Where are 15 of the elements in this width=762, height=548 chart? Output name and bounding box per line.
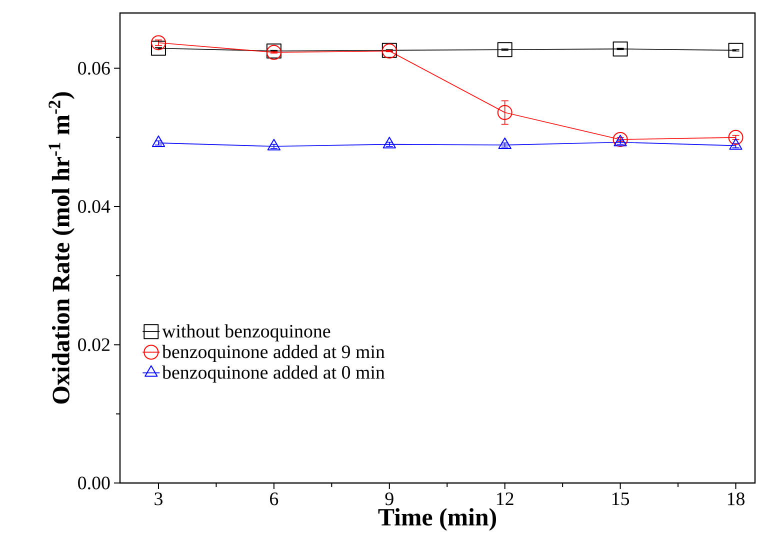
x-tick-label: 9	[385, 492, 394, 506]
x-tick-label: 12	[497, 492, 514, 506]
x-tick-label: 6	[270, 492, 278, 506]
legend-label: without benzoquinone	[162, 324, 330, 342]
x-tick-label: 18	[728, 492, 744, 506]
legend-label: benzoquinone added at 9 min	[162, 344, 385, 362]
legend-label: benzoquinone added at 0 min	[162, 365, 385, 383]
y-tick-label: 0.02	[78, 338, 110, 352]
x-tick-label: 15	[612, 492, 630, 506]
x-tick-label: 3	[154, 492, 162, 506]
y-tick-label: 0.06	[78, 62, 110, 75]
y-axis-title: Oxidation Rate (mol hr$^{-1}$ m$^{-2}$)	[48, 92, 75, 404]
y-tick-label: 0.04	[78, 200, 110, 213]
y-tick-label: 0.00	[78, 476, 110, 490]
x-axis-title: Time (min)	[378, 508, 496, 531]
